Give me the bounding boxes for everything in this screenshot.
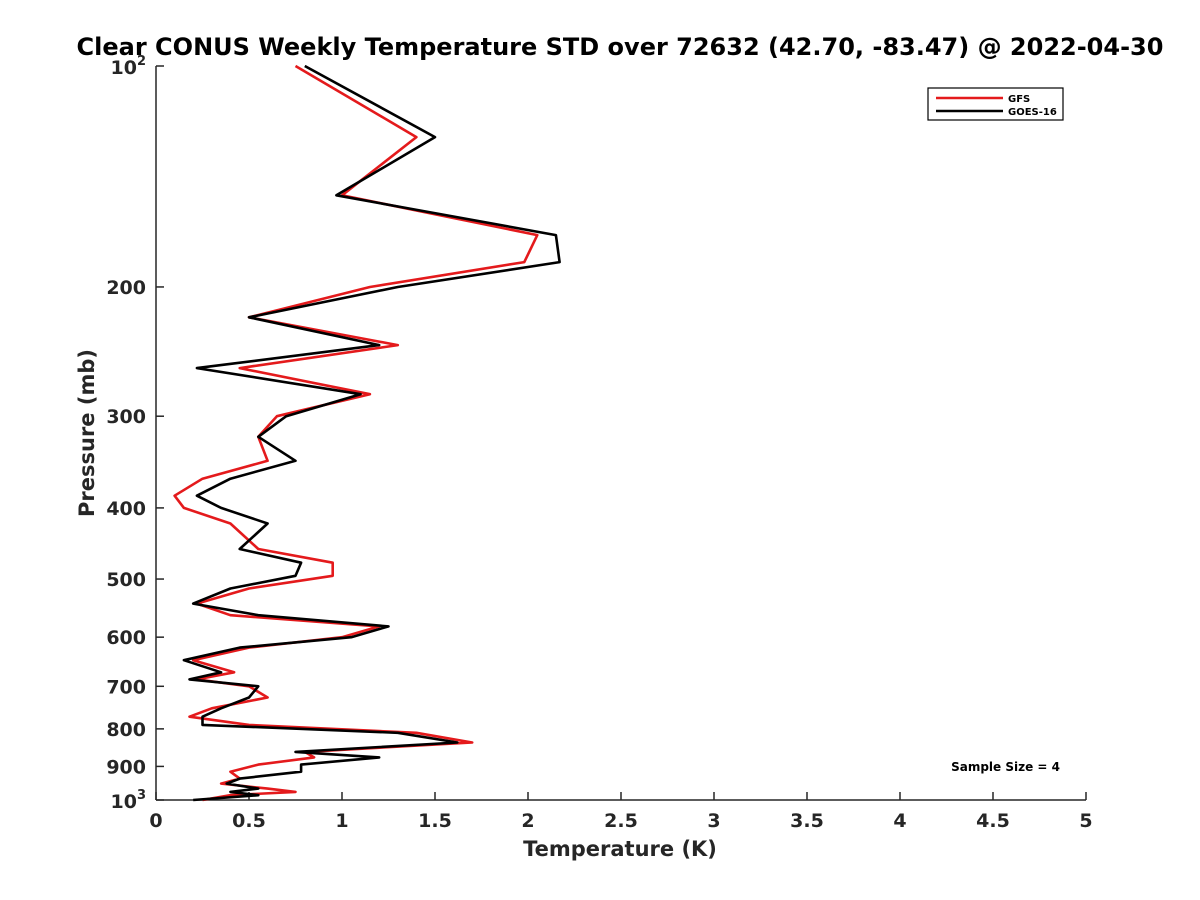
- y-tick-label: 500: [106, 569, 146, 591]
- y-tick-label: 200: [106, 277, 146, 299]
- x-tick-label: 3.5: [790, 810, 824, 832]
- y-tick-label: 700: [106, 676, 146, 698]
- x-axis-label: Temperature (K): [523, 837, 717, 861]
- y-tick-label-power: 103: [111, 788, 147, 813]
- y-tick-label: 900: [106, 756, 146, 778]
- series-line-goes-16: [182, 64, 561, 802]
- x-tick-label: 1: [335, 810, 348, 832]
- x-tick-label: 1.5: [418, 810, 452, 832]
- y-tick-label: 300: [106, 406, 146, 428]
- y-tick-label-power: 102: [111, 54, 147, 79]
- series-line-gfs: [173, 64, 539, 802]
- chart-title: Clear CONUS Weekly Temperature STD over …: [77, 33, 1164, 61]
- sample-size-annotation: Sample Size = 4: [951, 760, 1060, 774]
- x-tick-label: 0: [149, 810, 162, 832]
- x-tick-label: 4: [893, 810, 906, 832]
- legend-label: GOES-16: [1008, 107, 1057, 118]
- y-tick-label: 600: [106, 627, 146, 649]
- x-tick-label: 5: [1079, 810, 1092, 832]
- x-tick-label: 4.5: [976, 810, 1010, 832]
- x-tick-label: 2.5: [604, 810, 638, 832]
- y-axis-label: Pressure (mb): [75, 349, 99, 517]
- legend-box: [927, 87, 1064, 121]
- x-tick-label: 2: [521, 810, 534, 832]
- x-tick-label: 0.5: [232, 810, 266, 832]
- y-tick-label: 400: [106, 498, 146, 520]
- plot-area: 0 0.5 1 1.5 2 2.5 3 3.5 4 4.5 5 200 300 400 500 600 700 8…: [106, 54, 1092, 832]
- y-tick-label: 800: [106, 719, 146, 741]
- legend-label: GFS: [1008, 94, 1030, 105]
- x-tick-label: 3: [707, 810, 720, 832]
- legend: GFS GOES-16: [927, 87, 1064, 121]
